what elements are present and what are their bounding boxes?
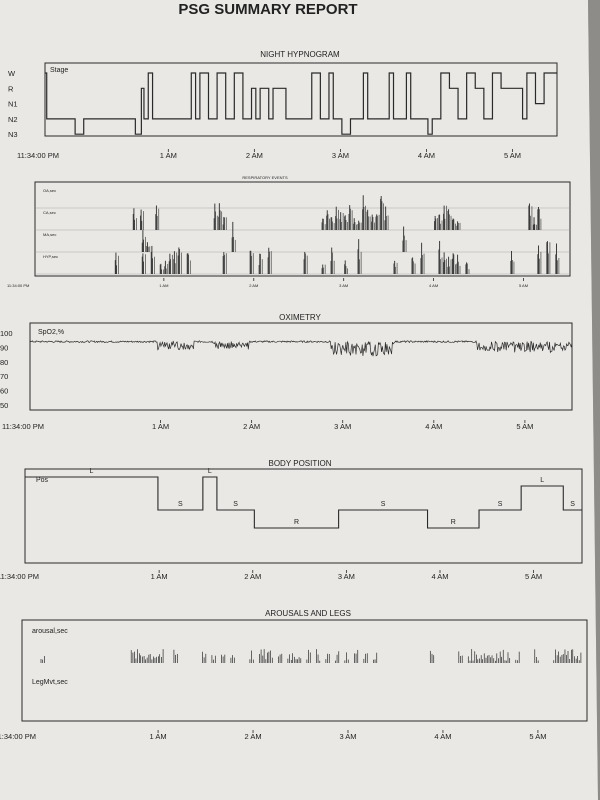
y-tick-label: R: [8, 84, 14, 93]
position-segment-label: R: [451, 519, 456, 526]
position-segment-label: L: [90, 468, 94, 475]
x-tick-label: 11:34:00 PM: [17, 151, 59, 160]
x-tick-label: 2 AM: [244, 572, 261, 581]
x-tick-label: 5 AM: [504, 151, 521, 160]
x-tick-label: 11:34:00 PM: [7, 283, 29, 288]
y-tick-label: 100: [0, 329, 13, 338]
body-position-x-axis: 11:34:00 PM 1 AM 2 AM 3 AM 4 AM 5 AM: [0, 570, 542, 581]
oximetry-y-axis: 100 90 80 70 60 50: [0, 329, 13, 410]
lane-label: HYP,sec: [43, 254, 58, 259]
position-segment-label: S: [381, 501, 386, 508]
spo2-trace-line: [29, 340, 573, 357]
legmvt-lane-label: LegMvt,sec: [32, 679, 68, 686]
y-tick-label: 80: [0, 358, 8, 367]
x-tick-label: 1 AM: [152, 422, 169, 431]
x-tick-label: 2 AM: [244, 732, 261, 741]
x-tick-label: 1 AM: [151, 572, 168, 581]
hypnogram-y-axis: WR N1 N2 N3: [8, 69, 18, 139]
position-segment-label: L: [208, 468, 212, 475]
lane-label: MA,sec: [43, 232, 56, 237]
body-position-title: BODY POSITION: [269, 459, 332, 468]
arousal-lane-label: arousal,sec: [32, 628, 68, 635]
x-tick-label: 11:34:00 PM: [2, 422, 44, 431]
x-tick-label: 3 AM: [338, 572, 355, 581]
x-tick-label: 5 AM: [525, 572, 542, 581]
x-tick-label: 2 AM: [249, 283, 258, 288]
x-tick-label: 2 AM: [243, 422, 260, 431]
x-tick-label: 4 AM: [425, 422, 442, 431]
respiratory-event-bars: [114, 195, 560, 274]
oximetry-title: OXIMETRY: [279, 313, 321, 322]
lane-label: CA,sec: [43, 210, 56, 215]
report-title: PSG SUMMARY REPORT: [178, 1, 357, 18]
hypnogram-stage-line: [45, 72, 557, 135]
y-tick-label: 70: [0, 372, 8, 381]
x-tick-label: 4 AM: [434, 732, 451, 741]
oximetry-plot-frame: [29, 322, 573, 411]
x-tick-label: 3 AM: [339, 283, 348, 288]
x-tick-label: 3 AM: [339, 732, 356, 741]
position-segment-label: S: [498, 501, 503, 508]
position-segment-label: R: [294, 519, 299, 526]
y-tick-label: 50: [0, 401, 8, 410]
body-position-line: [25, 476, 582, 529]
y-tick-label: N1: [8, 100, 18, 109]
position-segment-label: S: [233, 501, 238, 508]
y-tick-label: W: [8, 69, 16, 78]
x-tick-label: 3 AM: [334, 422, 351, 431]
x-tick-label: 11:34:00 PM: [0, 572, 39, 581]
respiratory-lanes: OA,sec CA,sec MA,sec HYP,sec: [35, 188, 570, 275]
hypnogram-plot-frame: [44, 62, 558, 137]
hypnogram-title: NIGHT HYPNOGRAM: [260, 50, 340, 59]
oximetry-series-label: SpO2,%: [38, 329, 64, 336]
lane-label: OA,sec: [43, 188, 56, 193]
respiratory-plot-frame: [34, 181, 571, 277]
y-tick-label: 60: [0, 387, 8, 396]
oximetry-trace: [29, 340, 573, 357]
position-segment-label: S: [570, 501, 575, 508]
x-tick-label: 4 AM: [429, 283, 438, 288]
page-shadow: [588, 0, 600, 800]
x-tick-label: 1 AM: [159, 283, 168, 288]
arousal-bars: [40, 649, 582, 663]
respiratory-x-axis: 11:34:00 PM 1 AM 2 AM 3 AM 4 AM 5 AM: [7, 278, 528, 288]
body-position-plot-frame: [24, 468, 583, 564]
hypnogram-trace: [45, 72, 557, 135]
x-tick-label: 11:34:00 PM: [0, 732, 36, 741]
hypnogram-x-axis: 11:34:00 PM 1 AM 2 AM 3 AM 4 AM 5 AM: [17, 149, 521, 160]
x-tick-label: 3 AM: [332, 151, 349, 160]
arousals-plot-frame: [21, 619, 588, 722]
oximetry-x-axis: 11:34:00 PM 1 AM 2 AM 3 AM 4 AM 5 AM: [2, 420, 533, 431]
x-tick-label: 1 AM: [150, 732, 167, 741]
y-tick-label: N2: [8, 115, 18, 124]
x-tick-label: 5 AM: [519, 283, 528, 288]
arousals-title: AROUSALS AND LEGS: [265, 609, 351, 618]
body-position-trace: L S L S R S R S L S: [25, 468, 582, 529]
x-tick-label: 4 AM: [418, 151, 435, 160]
x-tick-label: 4 AM: [431, 572, 448, 581]
respiratory-title: RESPIRATORY EVENTS: [242, 175, 288, 180]
position-segment-label: S: [178, 501, 183, 508]
x-tick-label: 1 AM: [160, 151, 177, 160]
position-segment-label: L: [540, 477, 544, 484]
x-tick-label: 5 AM: [529, 732, 546, 741]
x-tick-label: 5 AM: [516, 422, 533, 431]
x-tick-label: 2 AM: [246, 151, 263, 160]
arousals-x-axis: 11:34:00 PM 1 AM 2 AM 3 AM 4 AM 5 AM: [0, 730, 546, 741]
body-position-series-label: Pos: [36, 477, 49, 484]
y-tick-label: N3: [8, 130, 18, 139]
y-tick-label: 90: [0, 343, 8, 352]
hypnogram-series-label: Stage: [50, 67, 68, 74]
